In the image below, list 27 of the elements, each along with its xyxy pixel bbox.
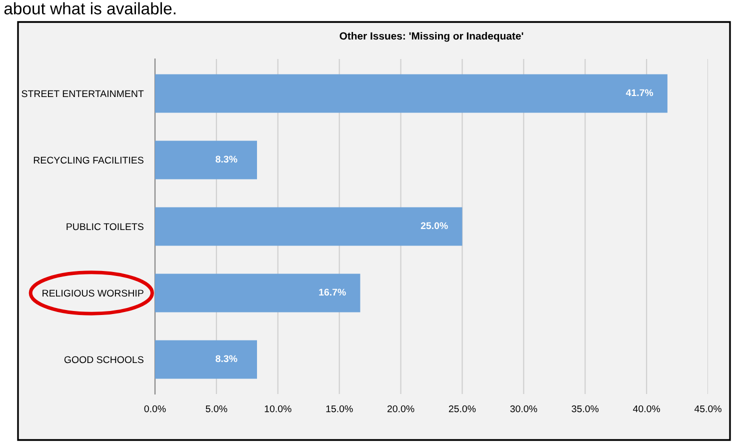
x-tick-label: 0.0% [144,405,166,412]
x-tick-label: 5.0% [206,405,228,412]
data-label: 8.3% [216,355,238,362]
y-tick-label: GOOD SCHOOLS [64,356,144,364]
x-tick-label: 10.0% [264,405,292,412]
text: about what is available. [4,2,176,14]
bar [155,140,257,180]
bar [155,274,360,312]
y-tick-label: PUBLIC TOILETS [66,223,144,230]
x-tick-label: 45.0% [694,405,722,412]
y-tick-label: STREET ENTERTAINMENT [22,90,144,98]
bar [155,340,257,379]
y-tick-label: RECYCLING FACILITIES [34,156,144,164]
data-label: 16.7% [319,288,346,296]
chart-title: Other Issues: 'Missing or Inadequate' [340,32,524,42]
data-label: 8.3% [216,156,238,163]
x-tick-label: 25.0% [448,405,476,412]
bar [155,74,668,113]
x-tick-label: 30.0% [510,405,538,412]
data-label: 41.7% [626,89,654,96]
bar [155,207,462,246]
data-label: 25.0% [420,222,448,230]
x-tick-label: 15.0% [326,405,353,412]
y-tick-label: RELIGIOUS WORSHIP [42,290,144,297]
x-tick-label: 20.0% [387,405,414,412]
x-tick-label: 40.0% [632,405,660,412]
x-tick-label: 35.0% [572,405,599,412]
